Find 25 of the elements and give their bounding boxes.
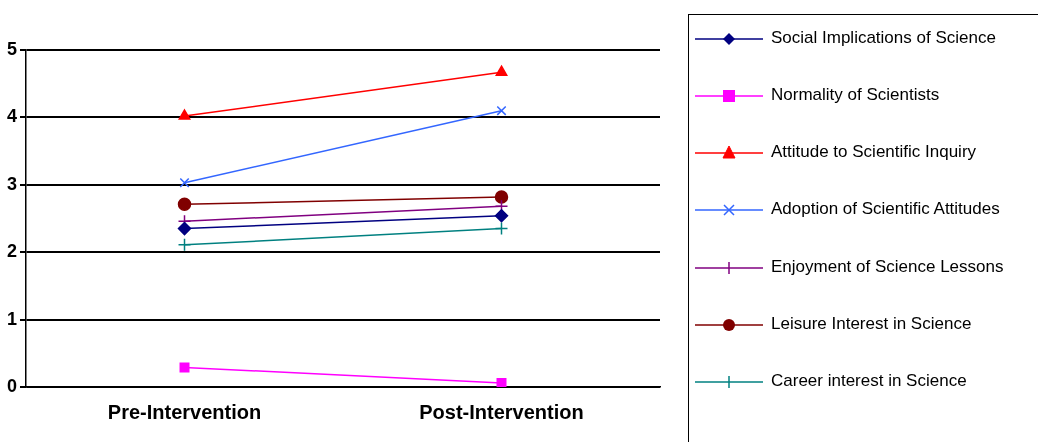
point [179, 362, 190, 373]
legend-label: Attitude to Scientific Inquiry [771, 141, 978, 163]
point [496, 105, 507, 116]
legend-label: Social Implications of Science [771, 27, 997, 48]
x-tick-label: Post-Intervention [419, 400, 584, 423]
y-tick-label: 3 [7, 173, 18, 194]
point [177, 238, 192, 252]
x-tick-label: Pre-Intervention [107, 400, 262, 423]
legend-label: Enjoyment of Science Lessons [771, 255, 1005, 277]
y-tick-label: 2 [7, 241, 18, 262]
legend-label: Adoption of Scientific Attitudes [771, 198, 1001, 220]
point [177, 221, 192, 236]
point [494, 209, 509, 223]
point [179, 177, 190, 188]
legend-label: Normality of Scientists [771, 84, 941, 106]
legend-label: Leisure Interest in Science [771, 312, 973, 334]
point [496, 377, 507, 387]
point [494, 190, 509, 204]
y-tick-label: 0 [7, 375, 18, 396]
y-tick-label: 5 [7, 38, 18, 59]
point [494, 221, 509, 236]
legend-label: Career interest in Science [771, 369, 968, 391]
point [177, 197, 192, 212]
y-tick-label: 4 [7, 106, 18, 127]
y-tick-label: 1 [7, 308, 18, 329]
